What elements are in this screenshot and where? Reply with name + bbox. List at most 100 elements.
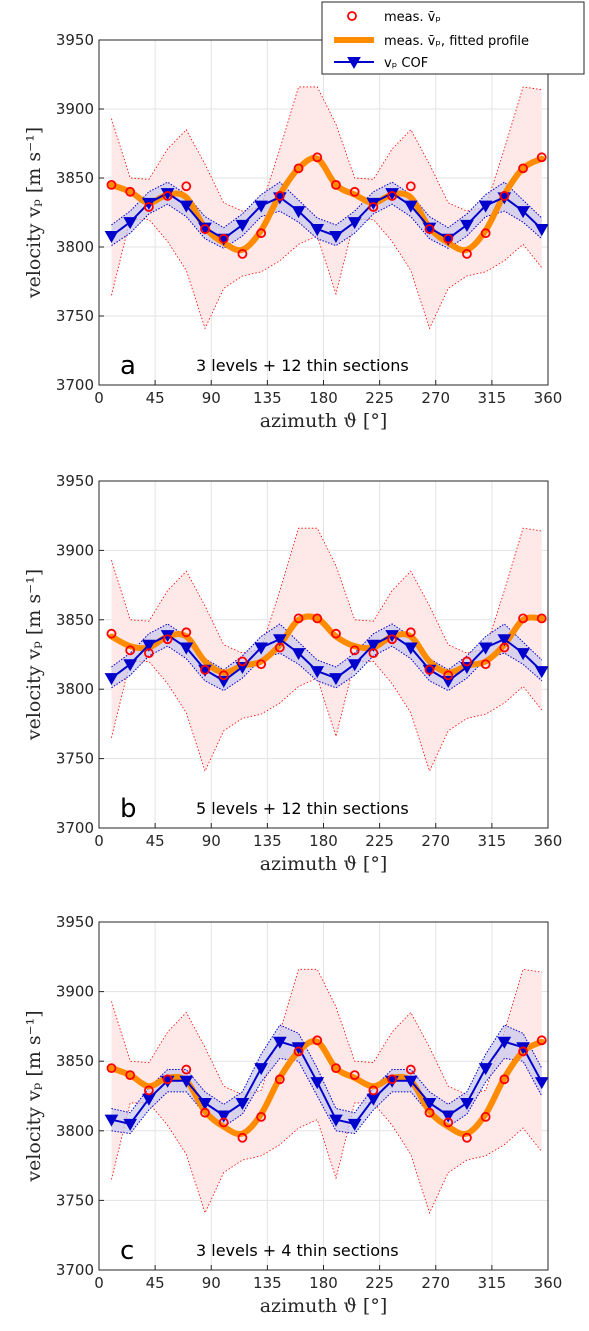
x-tick-label: 225	[365, 389, 394, 407]
measured-point	[499, 191, 510, 201]
measured-point	[181, 1064, 192, 1075]
y-tick-label: 3950	[56, 913, 94, 931]
cof-point	[497, 1036, 512, 1049]
measured-point	[162, 1074, 173, 1085]
measured-point	[312, 613, 323, 624]
y-tick-label: 3800	[56, 680, 94, 698]
legend: meas. v̄ₚ meas. v̄ₚ, fitted profile vₚ COF	[321, 1, 585, 75]
measured-point	[143, 202, 154, 212]
x-axis-label: azimuth ϑ [°]	[260, 1295, 388, 1317]
measured-point	[312, 1035, 323, 1046]
measured-point	[405, 627, 416, 638]
measured-point	[349, 186, 360, 197]
legend-cof-marker	[347, 57, 361, 70]
x-tick-label: 135	[253, 1274, 282, 1292]
cof-point	[104, 230, 119, 243]
cof-point	[254, 642, 269, 655]
cof-point	[516, 648, 530, 661]
measured-point	[143, 648, 154, 659]
measured-point	[237, 1132, 248, 1143]
cof-point	[534, 1077, 549, 1090]
cof-point	[497, 634, 512, 647]
cof-point	[310, 224, 325, 237]
x-tick-label: 360	[534, 389, 563, 407]
y-tick-label: 3750	[56, 750, 94, 768]
measured-point	[424, 664, 435, 675]
y-axis-label: velocity vₚ [m s⁻¹]	[23, 127, 45, 299]
y-tick-label: 3850	[56, 1052, 94, 1070]
measured-point	[200, 1107, 210, 1118]
y-tick-label: 3800	[56, 238, 94, 256]
cof-point	[310, 1077, 325, 1090]
y-axis-label: velocity vₚ [m s⁻¹]	[23, 1010, 45, 1182]
cof-point	[235, 219, 250, 232]
measured-point	[312, 152, 323, 163]
x-tick-label: 270	[421, 832, 450, 850]
cof-point	[329, 673, 343, 686]
measured-point	[349, 1070, 360, 1081]
measured-point	[536, 1035, 547, 1046]
measured-point	[181, 181, 192, 192]
x-tick-label: 180	[309, 1274, 338, 1292]
measured-point	[536, 152, 547, 163]
measured-point	[462, 248, 472, 259]
measured-point	[499, 1074, 510, 1085]
cof-lower-bound	[111, 1057, 543, 1135]
measured-point	[518, 163, 528, 174]
measured-lower-bound	[111, 661, 543, 773]
y-tick-label: 3900	[56, 541, 94, 559]
y-tick-label: 3700	[56, 1261, 94, 1279]
x-tick-label: 0	[94, 389, 104, 407]
measured-upper-bound	[111, 86, 542, 212]
measured-point	[200, 664, 210, 675]
y-tick-label: 3900	[56, 100, 94, 118]
legend-entry-measured: meas. v̄ₚ	[384, 10, 441, 25]
x-tick-label: 180	[309, 389, 338, 407]
measured-point	[387, 634, 397, 645]
cof-point	[104, 1114, 119, 1127]
cof-lower-bound	[111, 203, 543, 249]
panel-annotation: 5 levels + 12 thin sections	[196, 799, 409, 818]
panel-annotation: 3 levels + 12 thin sections	[196, 356, 409, 375]
cof-point	[179, 200, 194, 213]
cof-point	[422, 1097, 437, 1110]
measured-point	[143, 1085, 154, 1096]
measured-point	[424, 224, 435, 234]
x-tick-label: 225	[365, 1274, 394, 1292]
measured-point	[218, 233, 229, 244]
measured-point	[106, 628, 117, 639]
y-axis-label: velocity vₚ [m s⁻¹]	[23, 569, 45, 741]
measured-point	[237, 248, 248, 259]
cof-point	[142, 639, 156, 652]
measured-range-band	[111, 528, 542, 772]
measured-point	[480, 1111, 491, 1122]
measured-point	[162, 634, 173, 645]
cof-point	[441, 1110, 456, 1123]
legend-measured-marker	[347, 11, 357, 21]
measured-point	[293, 613, 304, 624]
x-tick-label: 0	[94, 1274, 104, 1292]
measured-point	[331, 179, 341, 190]
measured-lower-bound	[111, 1102, 543, 1215]
cof-point	[235, 1097, 250, 1110]
x-tick-label: 90	[202, 832, 221, 850]
measured-point	[256, 659, 267, 670]
x-tick-label: 45	[146, 832, 165, 850]
cof-point	[291, 648, 306, 661]
measured-point	[237, 656, 248, 667]
measured-point	[387, 191, 397, 201]
measured-point	[536, 613, 547, 624]
legend-entry-fitted: meas. v̄ₚ, fitted profile	[384, 34, 529, 49]
cof-point	[478, 200, 493, 213]
measured-point	[405, 1064, 416, 1075]
y-tick-label: 3850	[56, 611, 94, 629]
measured-point	[125, 1070, 136, 1081]
measured-point	[106, 1063, 117, 1074]
measured-point	[293, 1046, 304, 1057]
x-tick-label: 0	[94, 832, 104, 850]
measured-point	[518, 1046, 528, 1057]
cof-point	[179, 1075, 194, 1088]
measured-point	[181, 627, 192, 638]
panel-a: 0 45 90 135 180 225 270 315 360 3700 3750 3800 3850 3…	[23, 31, 562, 432]
